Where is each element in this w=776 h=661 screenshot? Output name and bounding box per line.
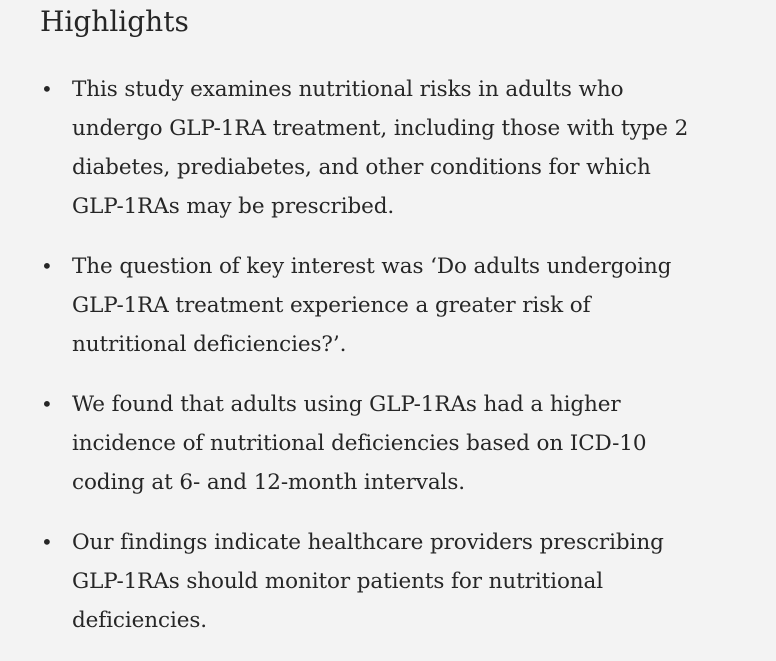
highlight-item: • The question of key interest was ‘Do a… bbox=[0, 247, 776, 364]
highlight-item: • This study examines nutritional risks … bbox=[0, 70, 776, 226]
highlight-text-line: incidence of nutritional deficiencies ba… bbox=[72, 431, 647, 456]
highlights-list: • This study examines nutritional risks … bbox=[0, 70, 776, 661]
highlight-text-line: The question of key interest was ‘Do adu… bbox=[72, 254, 672, 279]
highlight-text-line: coding at 6- and 12-month intervals. bbox=[72, 470, 465, 495]
highlight-text-line: Our findings indicate healthcare provide… bbox=[72, 530, 664, 555]
section-heading: Highlights bbox=[40, 5, 189, 38]
bullet-icon: • bbox=[41, 254, 53, 278]
highlight-text-line: undergo GLP-1RA treatment, including tho… bbox=[72, 116, 689, 141]
highlight-text-line: We found that adults using GLP-1RAs had … bbox=[72, 392, 621, 417]
bullet-icon: • bbox=[41, 392, 53, 416]
highlight-text-line: deficiencies. bbox=[72, 608, 208, 633]
highlight-item: • Our findings indicate healthcare provi… bbox=[0, 523, 776, 640]
highlight-item: • We found that adults using GLP-1RAs ha… bbox=[0, 385, 776, 502]
highlight-text-line: GLP-1RAs should monitor patients for nut… bbox=[72, 569, 604, 594]
highlight-text-line: GLP-1RA treatment experience a greater r… bbox=[72, 293, 591, 318]
highlight-text-line: nutritional deficiencies?’. bbox=[72, 332, 347, 357]
highlight-text-line: GLP-1RAs may be prescribed. bbox=[72, 194, 395, 219]
bullet-icon: • bbox=[41, 77, 53, 101]
highlight-text-line: diabetes, prediabetes, and other conditi… bbox=[72, 155, 651, 180]
highlight-text-line: This study examines nutritional risks in… bbox=[72, 77, 624, 102]
bullet-icon: • bbox=[41, 530, 53, 554]
